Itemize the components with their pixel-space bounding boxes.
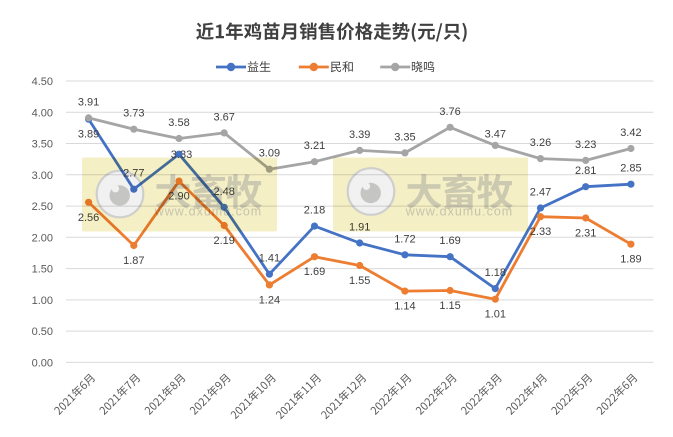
svg-text:3.67: 3.67 xyxy=(213,111,234,123)
svg-text:3.47: 3.47 xyxy=(485,129,506,141)
svg-text:1.69: 1.69 xyxy=(439,235,460,247)
svg-text:3.09: 3.09 xyxy=(259,148,280,160)
svg-text:3.76: 3.76 xyxy=(439,106,460,118)
svg-text:1.41: 1.41 xyxy=(259,253,280,265)
svg-text:1.14: 1.14 xyxy=(394,301,415,313)
svg-text:1.24: 1.24 xyxy=(259,294,280,306)
svg-text:2.85: 2.85 xyxy=(620,163,641,175)
svg-text:3.73: 3.73 xyxy=(123,108,144,120)
svg-text:3.50: 3.50 xyxy=(32,139,53,151)
svg-text:1.89: 1.89 xyxy=(620,254,641,266)
svg-text:3.58: 3.58 xyxy=(168,117,189,129)
svg-text:3.26: 3.26 xyxy=(530,137,551,149)
svg-text:www.dxumu.com: www.dxumu.com xyxy=(154,204,262,218)
svg-text:1.55: 1.55 xyxy=(349,275,370,287)
svg-text:2.00: 2.00 xyxy=(32,232,53,244)
svg-text:2.31: 2.31 xyxy=(575,228,596,240)
svg-text:2.81: 2.81 xyxy=(575,165,596,177)
svg-text:3.23: 3.23 xyxy=(575,139,596,151)
svg-text:3.35: 3.35 xyxy=(394,131,415,143)
svg-text:2.47: 2.47 xyxy=(530,187,551,199)
svg-text:1.18: 1.18 xyxy=(485,267,506,279)
svg-text:0.50: 0.50 xyxy=(32,326,53,338)
svg-text:1.00: 1.00 xyxy=(32,295,53,307)
svg-text:www.dxumu.com: www.dxumu.com xyxy=(405,204,513,218)
svg-text:1.15: 1.15 xyxy=(439,300,460,312)
svg-text:3.89: 3.89 xyxy=(78,129,99,141)
svg-text:3.39: 3.39 xyxy=(349,129,370,141)
svg-text:1.69: 1.69 xyxy=(304,266,325,278)
svg-text:3.21: 3.21 xyxy=(304,140,325,152)
svg-text:1.50: 1.50 xyxy=(32,264,53,276)
svg-text:1.01: 1.01 xyxy=(485,309,506,321)
svg-text:0.00: 0.00 xyxy=(32,357,53,369)
svg-text:2.19: 2.19 xyxy=(213,235,234,247)
svg-text:2.18: 2.18 xyxy=(304,205,325,217)
svg-text:1.72: 1.72 xyxy=(394,233,415,245)
svg-text:2.50: 2.50 xyxy=(32,201,53,213)
svg-text:3.00: 3.00 xyxy=(32,170,53,182)
svg-text:3.42: 3.42 xyxy=(620,127,641,139)
svg-text:3.91: 3.91 xyxy=(78,96,99,108)
svg-text:4.00: 4.00 xyxy=(32,107,53,119)
svg-text:1.87: 1.87 xyxy=(123,255,144,267)
svg-text:4.50: 4.50 xyxy=(32,76,53,88)
svg-text:2.33: 2.33 xyxy=(530,226,551,238)
